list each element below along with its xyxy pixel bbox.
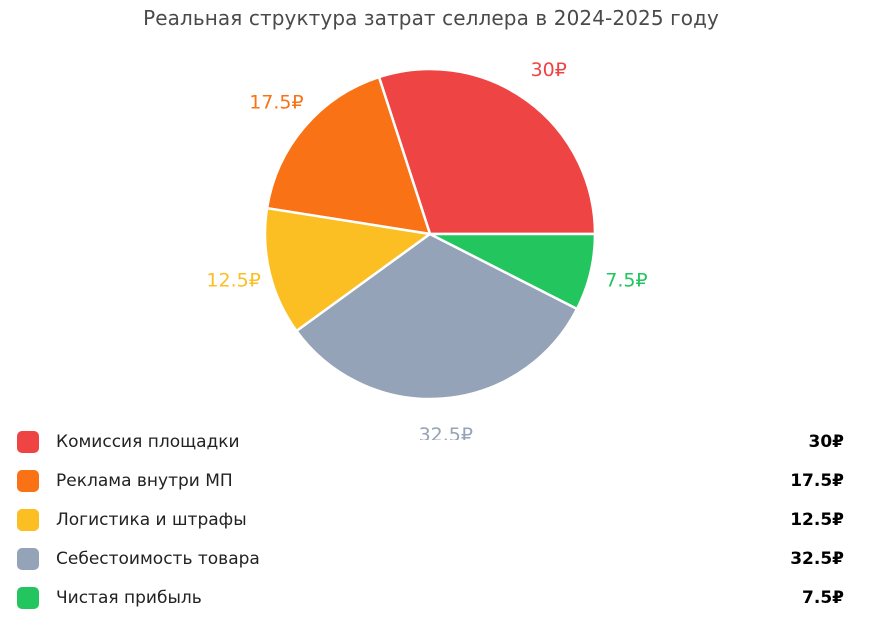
pie-slice-label-1: 30₽ (531, 59, 567, 81)
legend-label: Себестоимость товара (56, 548, 260, 569)
pie-slice-label-2: 17.5₽ (249, 91, 303, 113)
pie-slice-4[interactable] (295, 232, 579, 401)
legend-item[interactable]: Чистая прибыль 7.5₽ (17, 578, 844, 617)
legend-item[interactable]: Реклама внутри МП 17.5₽ (17, 462, 844, 501)
pie-slice-1[interactable] (377, 67, 597, 236)
pie-chart: 30₽ 17.5₽ 12.5₽ 32.5₽ 7.5₽ (206, 59, 647, 440)
pie-slice-3[interactable] (263, 206, 432, 333)
chart-title: Реальная структура затрат селлера в 2024… (143, 6, 719, 30)
pie-slice-5[interactable] (428, 232, 597, 311)
pie-slice-label-5: 7.5₽ (605, 270, 647, 292)
pie-slice-label-3: 12.5₽ (206, 270, 260, 292)
legend-swatch (17, 547, 39, 570)
legend-label: Комиссия площадки (56, 432, 240, 453)
legend-swatch (17, 586, 39, 609)
legend-item[interactable]: Комиссия площадки 30₽ (17, 423, 844, 462)
legend-item[interactable]: Логистика и штрафы 12.5₽ (17, 501, 844, 540)
legend-value: 17.5₽ (790, 471, 844, 492)
legend-item[interactable]: Себестоимость товара 32.5₽ (17, 539, 844, 578)
legend-label: Реклама внутри МП (56, 471, 233, 492)
legend-value: 7.5₽ (802, 587, 844, 608)
pie-slice-label-4: 32.5₽ (419, 424, 473, 440)
chart-legend: Комиссия площадки 30₽ Реклама внутри МП 17.… (17, 423, 844, 617)
legend-value: 12.5₽ (790, 509, 844, 530)
legend-label: Чистая прибыль (56, 587, 202, 608)
legend-swatch (17, 470, 39, 493)
legend-swatch (17, 508, 39, 531)
legend-value: 32.5₽ (790, 548, 844, 569)
legend-value: 30₽ (808, 432, 845, 453)
legend-label: Логистика и штрафы (56, 509, 247, 530)
pie-slice-2[interactable] (265, 75, 432, 236)
legend-swatch (17, 431, 39, 454)
